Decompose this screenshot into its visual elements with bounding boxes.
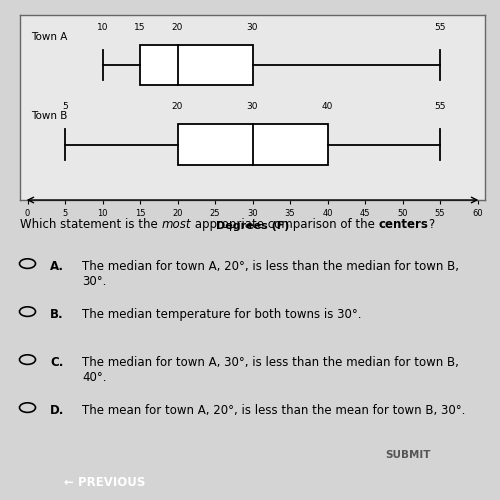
Text: most: most — [162, 218, 191, 231]
Text: 30: 30 — [247, 102, 258, 111]
Text: 20: 20 — [172, 22, 183, 32]
Text: SUBMIT: SUBMIT — [385, 450, 430, 460]
Text: A.: A. — [50, 260, 64, 273]
Text: The median temperature for both towns is 30°.: The median temperature for both towns is… — [82, 308, 362, 321]
Text: 5: 5 — [62, 102, 68, 111]
Text: C.: C. — [50, 356, 64, 369]
Text: The median for town A, 20°, is less than the median for town B,
30°.: The median for town A, 20°, is less than… — [82, 260, 460, 288]
Text: centers: centers — [378, 218, 428, 231]
Text: ← PREVIOUS: ← PREVIOUS — [64, 476, 146, 488]
X-axis label: Degrees (F): Degrees (F) — [216, 221, 289, 231]
Text: 10: 10 — [97, 22, 108, 32]
Text: appropriate comparison of the: appropriate comparison of the — [191, 218, 378, 231]
Text: 30: 30 — [247, 22, 258, 32]
Text: 40: 40 — [322, 102, 333, 111]
Text: ?: ? — [428, 218, 435, 231]
Text: The mean for town A, 20°, is less than the mean for town B, 30°.: The mean for town A, 20°, is less than t… — [82, 404, 466, 417]
Bar — [140, 44, 252, 86]
Text: D.: D. — [50, 404, 64, 417]
Text: Which statement is the: Which statement is the — [20, 218, 162, 231]
Text: 55: 55 — [434, 102, 446, 111]
Text: B.: B. — [50, 308, 64, 321]
Text: 20: 20 — [172, 102, 183, 111]
Bar — [178, 124, 328, 165]
Text: 15: 15 — [134, 22, 146, 32]
Text: The median for town A, 30°, is less than the median for town B,
40°.: The median for town A, 30°, is less than… — [82, 356, 460, 384]
Text: 55: 55 — [434, 22, 446, 32]
Text: Town B: Town B — [31, 111, 68, 121]
Text: Town A: Town A — [31, 32, 68, 42]
